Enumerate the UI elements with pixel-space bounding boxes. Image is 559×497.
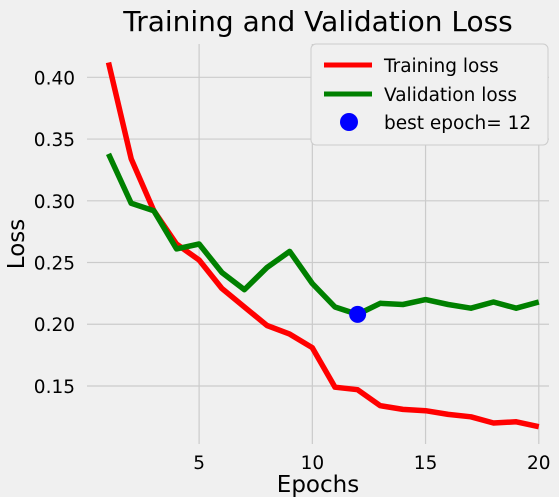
legend-label-best-epoch: best epoch= 12	[384, 113, 531, 134]
x-axis-label: Epochs	[277, 472, 359, 497]
y-tick-label: 0.20	[34, 315, 75, 336]
y-tick-label: 0.35	[34, 130, 75, 151]
y-axis-label: Loss	[4, 219, 30, 269]
chart-title: Training and Validation Loss	[122, 5, 513, 38]
x-tick-label: 10	[301, 453, 325, 474]
best-epoch-point	[349, 305, 367, 323]
y-tick-label: 0.15	[34, 377, 75, 398]
x-tick-label: 15	[414, 453, 438, 474]
best-epoch-marker-group	[349, 305, 367, 323]
legend-marker-best-epoch	[340, 113, 358, 131]
x-tick-labels: 5 10 15 20	[193, 453, 550, 474]
legend-box	[310, 43, 549, 146]
legend-label-training: Training loss	[383, 56, 499, 77]
y-tick-labels: 0.15 0.20 0.25 0.30 0.35 0.40	[34, 68, 75, 398]
y-tick-label: 0.25	[34, 254, 75, 275]
y-tick-label: 0.40	[34, 68, 75, 89]
legend: Training loss Validation loss best epoch…	[310, 43, 549, 146]
series-lines	[105, 61, 540, 430]
x-tick-label: 20	[527, 453, 551, 474]
y-tick-label: 0.30	[34, 192, 75, 213]
x-tick-label: 5	[193, 453, 205, 474]
legend-label-validation: Validation loss	[384, 85, 517, 106]
series-line-validation	[106, 152, 540, 318]
